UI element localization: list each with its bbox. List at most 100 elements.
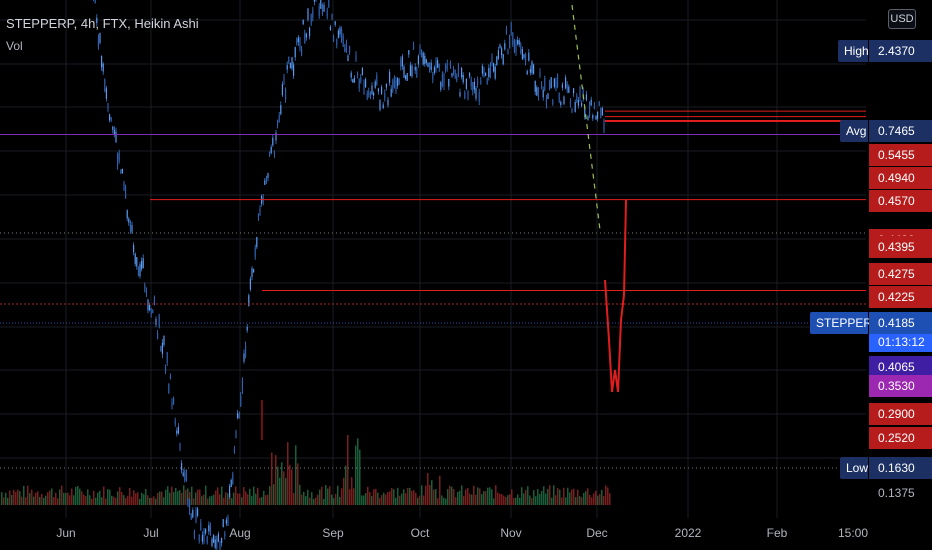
candle-body	[374, 81, 376, 88]
volume-bar	[419, 495, 421, 505]
volume-bar	[473, 485, 475, 505]
volume-bar	[421, 485, 423, 505]
candle-body	[296, 38, 298, 45]
candle-body	[176, 430, 178, 434]
volume-bar	[295, 445, 297, 505]
volume-bar	[403, 489, 405, 505]
candle-body	[267, 173, 269, 178]
candle-body	[273, 150, 275, 155]
candle-body	[467, 90, 469, 98]
candle-body	[326, 10, 328, 17]
volume-bar	[77, 486, 79, 505]
candle-body	[453, 68, 455, 73]
candle-body	[235, 431, 237, 438]
candle-body	[206, 536, 208, 544]
candle-body	[449, 62, 451, 67]
volume-bar	[405, 493, 407, 505]
volume-bar	[259, 497, 261, 505]
candle-body	[358, 78, 360, 89]
candle-body	[555, 81, 557, 88]
candle-body	[152, 309, 154, 314]
candle-body	[477, 78, 479, 86]
volume-bar	[187, 488, 189, 505]
volume-bar	[513, 498, 515, 505]
candle-body	[595, 115, 597, 120]
candle-body	[365, 79, 367, 88]
candle-body	[464, 92, 466, 99]
volume-bar	[195, 492, 197, 505]
volume-bar	[291, 469, 293, 505]
time-axis-label: Feb	[766, 526, 788, 540]
candle-body	[168, 383, 170, 394]
volume-bar	[285, 478, 287, 505]
candle-body	[433, 67, 435, 73]
volume-bar	[311, 492, 313, 505]
volume-bar	[21, 496, 23, 505]
candle-body	[297, 37, 299, 43]
volume-bar	[357, 438, 359, 505]
volume-bar	[447, 489, 449, 505]
volume-bar	[331, 494, 333, 505]
price-axis-label: 0.2900	[869, 403, 932, 425]
candle-body	[392, 80, 394, 91]
volume-bar	[27, 485, 29, 505]
volume-bar	[515, 497, 517, 505]
candle-body	[139, 264, 141, 277]
candle-body	[478, 92, 480, 102]
chart-title[interactable]: STEPPERP, 4h, FTX, Heikin Ashi	[6, 16, 199, 31]
volume-bar	[305, 495, 307, 505]
candle-body	[499, 44, 501, 49]
volume-bar	[325, 485, 327, 505]
volume-bar	[335, 493, 337, 505]
candle-body	[566, 84, 568, 91]
candle-body	[456, 75, 458, 80]
volume-bar	[553, 485, 555, 505]
volume-bar	[339, 496, 341, 505]
volume-bar	[319, 489, 321, 505]
volume-bar	[361, 495, 363, 505]
volume-bar	[341, 488, 343, 505]
volume-bar	[385, 494, 387, 505]
volume-bar	[607, 487, 609, 505]
candle-body	[424, 55, 426, 64]
price-axis-label: 0.4395	[869, 236, 932, 258]
volume-bar	[237, 493, 239, 505]
candle-body	[269, 152, 271, 157]
candle-body	[395, 80, 397, 92]
volume-bar	[279, 477, 281, 505]
volume-bar	[437, 498, 439, 505]
candle-body	[301, 48, 303, 55]
candle-body	[110, 117, 112, 122]
volume-bar	[499, 493, 501, 505]
candle-body	[205, 529, 207, 534]
candle-body	[305, 33, 307, 38]
currency-button[interactable]: USD	[888, 9, 916, 29]
volume-bar	[409, 487, 411, 505]
candle-body	[102, 63, 104, 72]
candle-body	[398, 79, 400, 84]
candle-body	[585, 94, 587, 101]
volume-bar	[263, 490, 265, 505]
candle-body	[285, 88, 287, 100]
candle-body	[155, 318, 157, 325]
candle-body	[257, 214, 259, 218]
volume-bar	[55, 492, 57, 505]
volume-bar	[461, 485, 463, 505]
trend-line	[571, 4, 601, 231]
candle-body	[488, 68, 490, 77]
volume-bar	[3, 497, 5, 505]
candle-body	[201, 534, 203, 542]
candle-body	[150, 308, 152, 315]
volume-bar	[141, 492, 143, 505]
volume-bar	[467, 487, 469, 505]
volume-bar	[383, 492, 385, 505]
volume-bar	[229, 494, 231, 505]
volume-indicator-label[interactable]: Vol	[6, 39, 23, 53]
candle-body	[190, 513, 192, 520]
volume-bar	[375, 488, 377, 505]
candle-body	[601, 108, 603, 116]
volume-bar	[415, 492, 417, 505]
volume-bar	[551, 497, 553, 505]
